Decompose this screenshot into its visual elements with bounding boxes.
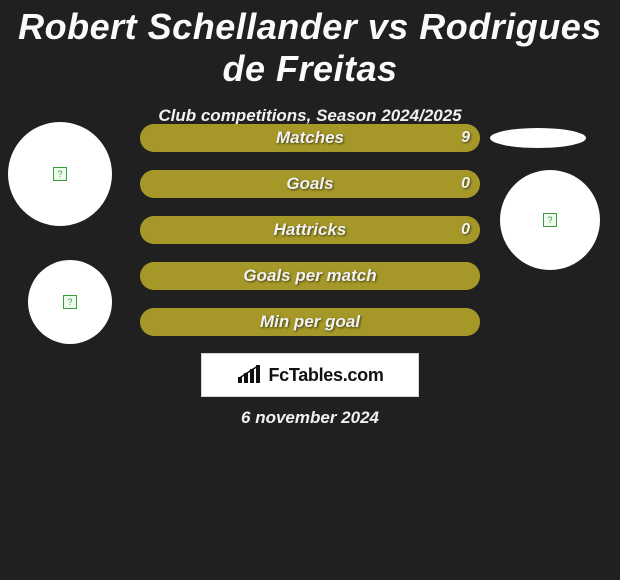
avatar-left-player: ? <box>8 122 112 226</box>
stat-label: Hattricks <box>274 220 347 240</box>
avatar-left-club: ? <box>28 260 112 344</box>
image-placeholder-icon: ? <box>63 295 77 309</box>
avatar-right-club: ? <box>500 170 600 270</box>
page-subtitle: Club competitions, Season 2024/2025 <box>0 106 620 126</box>
stats-container: Matches 9 Goals 0 Hattricks 0 Goals per match M… <box>140 124 480 354</box>
stat-row: Goals per match <box>140 262 480 290</box>
stat-value: 0 <box>461 221 470 239</box>
avatar-right-marker <box>490 128 586 148</box>
stat-row: Goals 0 <box>140 170 480 198</box>
stat-row: Min per goal <box>140 308 480 336</box>
date-label: 6 november 2024 <box>241 408 379 428</box>
stat-label: Matches <box>276 128 344 148</box>
image-placeholder-icon: ? <box>53 167 67 181</box>
stat-value: 9 <box>461 129 470 147</box>
stat-value: 0 <box>461 175 470 193</box>
stat-row: Hattricks 0 <box>140 216 480 244</box>
stat-label: Min per goal <box>260 312 360 332</box>
stat-label: Goals per match <box>243 266 376 286</box>
brand-name: FcTables.com <box>268 365 383 386</box>
brand-logo: FcTables.com <box>201 353 419 397</box>
image-placeholder-icon: ? <box>543 213 557 227</box>
page-title: Robert Schellander vs Rodrigues de Freit… <box>0 0 620 90</box>
bar-chart-icon <box>236 365 262 385</box>
stat-row: Matches 9 <box>140 124 480 152</box>
stat-label: Goals <box>286 174 333 194</box>
